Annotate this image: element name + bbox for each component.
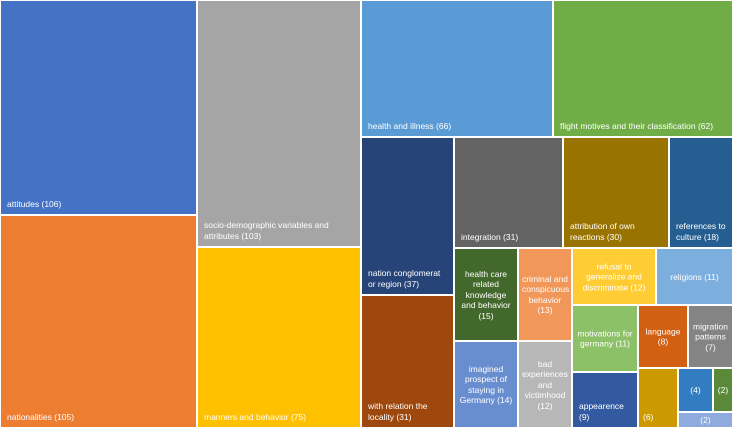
treemap-tile: migration patterns (7) [688, 305, 733, 368]
treemap-tile-label: references to culture (18) [676, 221, 726, 242]
treemap-tile: with relation the locality (31) [361, 295, 454, 428]
treemap-tile: manners and behavior (75) [197, 247, 361, 428]
treemap-tile: health care related knowledge and behavi… [454, 248, 518, 341]
treemap-tile-label: with relation the locality (31) [368, 401, 428, 422]
treemap-tile-label: religions (11) [670, 271, 719, 282]
treemap-tile: references to culture (18) [669, 137, 733, 248]
treemap-tile-label: socio-demographic variables and attribut… [204, 220, 329, 241]
treemap-tile: appearence (9) [572, 372, 638, 428]
treemap-tile: (4) [678, 368, 713, 412]
treemap-tile-label: criminal and conspicuous behavior (13) [522, 273, 570, 316]
treemap-tile-label: health and illness (66) [368, 120, 452, 131]
treemap-tile-label: migration patterns (7) [693, 320, 728, 352]
treemap-tile: integration (31) [454, 137, 563, 248]
treemap-tile: (2) [713, 368, 733, 412]
treemap-tile-label: nationalities (105) [7, 411, 75, 422]
treemap-tile-label: bad experiences and victimhood (12) [522, 358, 568, 411]
treemap-tile-label: manners and behavior (75) [204, 411, 307, 422]
treemap-tile: religions (11) [656, 248, 733, 305]
treemap-tile-label: (2) [700, 414, 711, 425]
treemap-tile-label: health care related knowledge and behavi… [461, 268, 511, 321]
treemap-tile-label: flight motives and their classification … [560, 120, 714, 131]
treemap-tile: refusal to generalize and discriminate (… [572, 248, 656, 305]
treemap-tile-label: language (8) [645, 326, 681, 347]
treemap-tile-label: integration (31) [461, 231, 519, 242]
treemap-tile-label: motivations for germany (11) [577, 328, 633, 349]
treemap-tile: attitudes (106) [0, 0, 197, 215]
treemap-tile: nation conglomerat or region (37) [361, 137, 454, 295]
treemap-tile-label: nation conglomerat or region (37) [368, 268, 441, 289]
treemap-tile: socio-demographic variables and attribut… [197, 0, 361, 247]
treemap-tile: criminal and conspicuous behavior (13) [518, 248, 572, 341]
treemap-tile-label: (6) [643, 411, 654, 422]
treemap-tile: attribution of own reactions (30) [563, 137, 669, 248]
treemap-tile: (2) [678, 412, 733, 428]
treemap-tile: bad experiences and victimhood (12) [518, 341, 572, 428]
treemap-tile-label: attribution of own reactions (30) [570, 221, 635, 242]
treemap-tile-label: refusal to generalize and discriminate (… [582, 260, 646, 292]
treemap-tile: motivations for germany (11) [572, 305, 638, 372]
treemap-tile: nationalities (105) [0, 215, 197, 428]
treemap-tile: (6) [638, 368, 678, 428]
treemap-tile: language (8) [638, 305, 688, 368]
treemap-tile-label: (2) [717, 384, 729, 395]
treemap-tile-label: (4) [690, 384, 701, 395]
treemap-tile-label: attitudes (106) [7, 198, 62, 209]
treemap-tile-label: appearence (9) [579, 401, 624, 422]
treemap-tile-label: imagined prospect of staying in Germany … [459, 363, 513, 406]
treemap-tile: imagined prospect of staying in Germany … [454, 341, 518, 428]
treemap-tile: flight motives and their classification … [553, 0, 733, 137]
treemap-tile: health and illness (66) [361, 0, 553, 137]
